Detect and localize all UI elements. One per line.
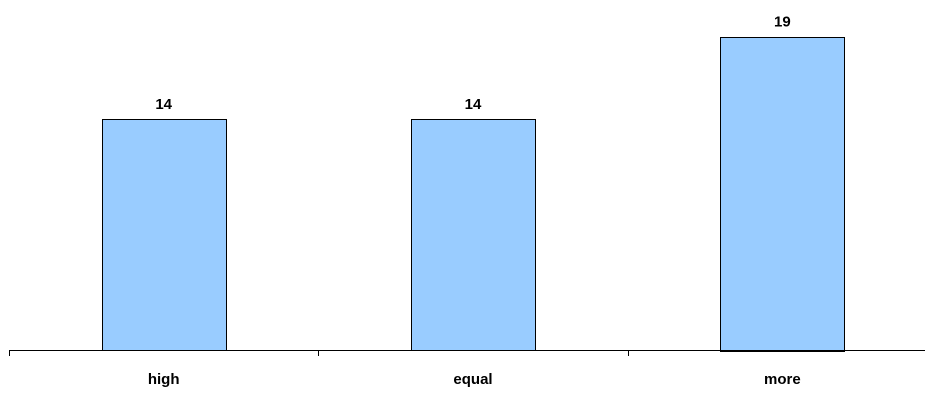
x-axis-tick-labels: high equal more xyxy=(148,371,801,388)
bars-group xyxy=(102,37,845,352)
bar-high xyxy=(102,119,227,351)
x-axis-ticks xyxy=(9,350,629,356)
data-label-equal: 14 xyxy=(465,96,482,113)
bar-equal xyxy=(411,119,536,351)
x-tick-label-more: more xyxy=(764,371,801,388)
x-tick-label-equal: equal xyxy=(453,371,492,388)
data-label-more: 19 xyxy=(774,14,791,31)
value-labels-group: 14 14 19 xyxy=(155,14,790,114)
x-tick-label-high: high xyxy=(148,371,180,388)
bar-more xyxy=(720,37,845,352)
data-label-high: 14 xyxy=(155,96,172,113)
